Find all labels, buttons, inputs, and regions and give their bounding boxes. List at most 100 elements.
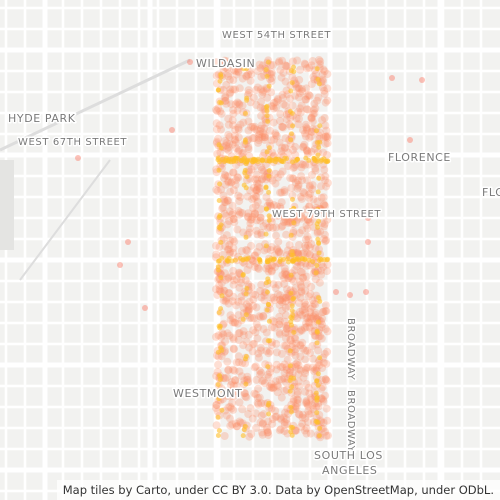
heat-dot: [227, 404, 236, 413]
railroad: [19, 159, 111, 281]
heat-dot: [270, 201, 278, 210]
heat-dot: [252, 320, 261, 329]
heat-dot: [260, 135, 269, 144]
heat-dot: [278, 93, 287, 102]
heat-dot: [275, 300, 284, 309]
heat-dot: [230, 218, 239, 227]
heat-dot: [215, 287, 224, 295]
heat-dot: [315, 56, 324, 64]
heat-dot: [263, 243, 269, 249]
heat-dot: [303, 313, 312, 322]
heat-dot: [299, 142, 308, 151]
heat-dot: [333, 289, 339, 295]
heat-dot: [274, 58, 283, 67]
heat-dot: [276, 188, 285, 197]
heat-dot: [244, 174, 250, 180]
heat-dot: [320, 165, 329, 174]
heat-dot: [280, 420, 289, 429]
heat-dot: [254, 353, 263, 362]
heat-dot: [229, 235, 237, 244]
heat-dot: [218, 329, 227, 337]
heat-dot: [269, 293, 278, 302]
heat-dot: [235, 84, 244, 93]
heat-dot: [259, 86, 268, 95]
heat-dot: [226, 75, 234, 84]
heat-dot: [225, 392, 234, 401]
heat-dot: [217, 181, 223, 187]
heat-dot: [257, 72, 266, 81]
heat-dot: [249, 314, 258, 323]
heat-dot: [314, 340, 320, 346]
heat-dot: [304, 91, 313, 100]
heat-dot: [260, 133, 269, 142]
heat-dot: [309, 195, 318, 204]
heat-dot: [293, 387, 302, 396]
heat-dot: [317, 193, 326, 202]
heat-dot: [222, 57, 231, 66]
heat-dot: [268, 261, 277, 270]
heat-dot: [276, 110, 285, 118]
place-labels: WEST 54TH STREET WILDASIN HYDE PARK WEST…: [7, 29, 500, 479]
heat-dot: [253, 182, 262, 191]
heat-dot: [252, 125, 261, 134]
heat-dot: [266, 213, 272, 219]
heat-dot: [215, 285, 224, 294]
heat-dot: [302, 257, 308, 263]
heat-dot: [218, 204, 227, 213]
heat-dot: [236, 120, 245, 129]
heat-dot: [291, 329, 297, 335]
heat-dot: [283, 329, 292, 338]
heat-dot: [318, 364, 327, 372]
heat-dot: [263, 67, 269, 73]
heat-dot: [308, 401, 317, 410]
heat-dot: [302, 424, 311, 433]
heat-dot: [258, 90, 267, 99]
heat-dot: [239, 148, 248, 157]
heat-dot: [311, 309, 320, 317]
heat-dot: [302, 279, 311, 288]
heat-dot: [299, 126, 307, 135]
heat-dot: [234, 68, 243, 77]
heat-dot: [278, 56, 287, 65]
heat-dot: [290, 266, 299, 275]
heat-dot: [272, 412, 281, 421]
heat-dot: [218, 275, 224, 281]
heat-dot: [244, 70, 253, 79]
heat-dot: [285, 259, 291, 265]
heat-dot: [224, 196, 232, 205]
heat-dot: [263, 426, 272, 434]
heat-dot: [305, 194, 314, 202]
heat-dot: [252, 303, 261, 312]
heat-dot: [257, 228, 266, 237]
heat-dot: [303, 346, 312, 355]
heat-dot: [293, 314, 302, 323]
heat-dot: [297, 213, 306, 221]
heat-dot: [288, 137, 294, 143]
heat-dot: [299, 373, 308, 382]
heat-dot: [321, 375, 330, 384]
heat-dot: [247, 165, 256, 174]
heat-dot: [264, 349, 273, 358]
heat-dot: [244, 330, 253, 339]
heat-dot: [295, 114, 303, 123]
heat-dot: [231, 387, 240, 396]
heat-dot: [234, 123, 243, 132]
heat-dot: [286, 139, 295, 148]
heat-dot: [287, 184, 296, 192]
heat-dot: [229, 85, 238, 94]
heat-dot: [232, 176, 241, 184]
heat-dot: [235, 329, 244, 337]
heat-dot: [280, 369, 289, 377]
heat-dot: [297, 283, 306, 292]
heat-dot: [215, 433, 221, 438]
heat-dot: [298, 268, 307, 277]
heat-dot: [226, 380, 235, 389]
heat-dot: [308, 327, 317, 336]
heat-dot: [295, 229, 304, 237]
heat-dot: [229, 244, 238, 253]
heat-dot: [217, 278, 226, 287]
heat-dot: [252, 193, 261, 202]
heat-dot: [257, 111, 266, 120]
heat-dot: [314, 332, 323, 341]
heat-dot: [257, 163, 266, 172]
